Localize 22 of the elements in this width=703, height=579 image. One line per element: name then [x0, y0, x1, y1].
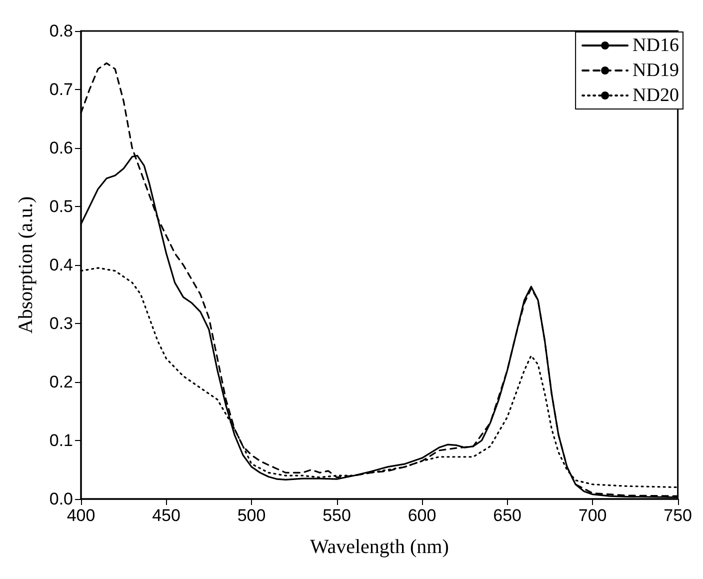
- x-tick-label: 500: [237, 506, 266, 525]
- y-axis-title: Absorption (a.u.): [15, 196, 37, 334]
- x-tick-label: 450: [152, 506, 180, 525]
- x-tick-label: 750: [664, 506, 692, 525]
- y-tick-label: 0.8: [49, 22, 73, 40]
- x-tick-label: 650: [493, 506, 522, 525]
- x-tick-label: 550: [322, 506, 351, 525]
- y-tick-label: 0.2: [49, 372, 73, 392]
- legend-label: ND19: [632, 60, 680, 81]
- x-tick-label: 600: [408, 506, 436, 525]
- legend-label: ND20: [632, 85, 680, 106]
- y-tick-label: 0.6: [49, 138, 73, 158]
- x-tick-label: 400: [66, 506, 96, 525]
- y-tick-label: 0.5: [49, 197, 73, 216]
- x-tick-label: 700: [578, 506, 607, 525]
- legend-label: ND16: [632, 35, 680, 56]
- y-tick-label: 0.1: [49, 431, 73, 450]
- y-tick-label: 0.4: [49, 256, 73, 274]
- y-tick-label: 0.0: [49, 490, 73, 508]
- y-tick-label: 0.7: [49, 80, 73, 99]
- y-tick-label: 0.3: [49, 314, 73, 333]
- x-axis-title: Wavelength (nm): [310, 536, 449, 558]
